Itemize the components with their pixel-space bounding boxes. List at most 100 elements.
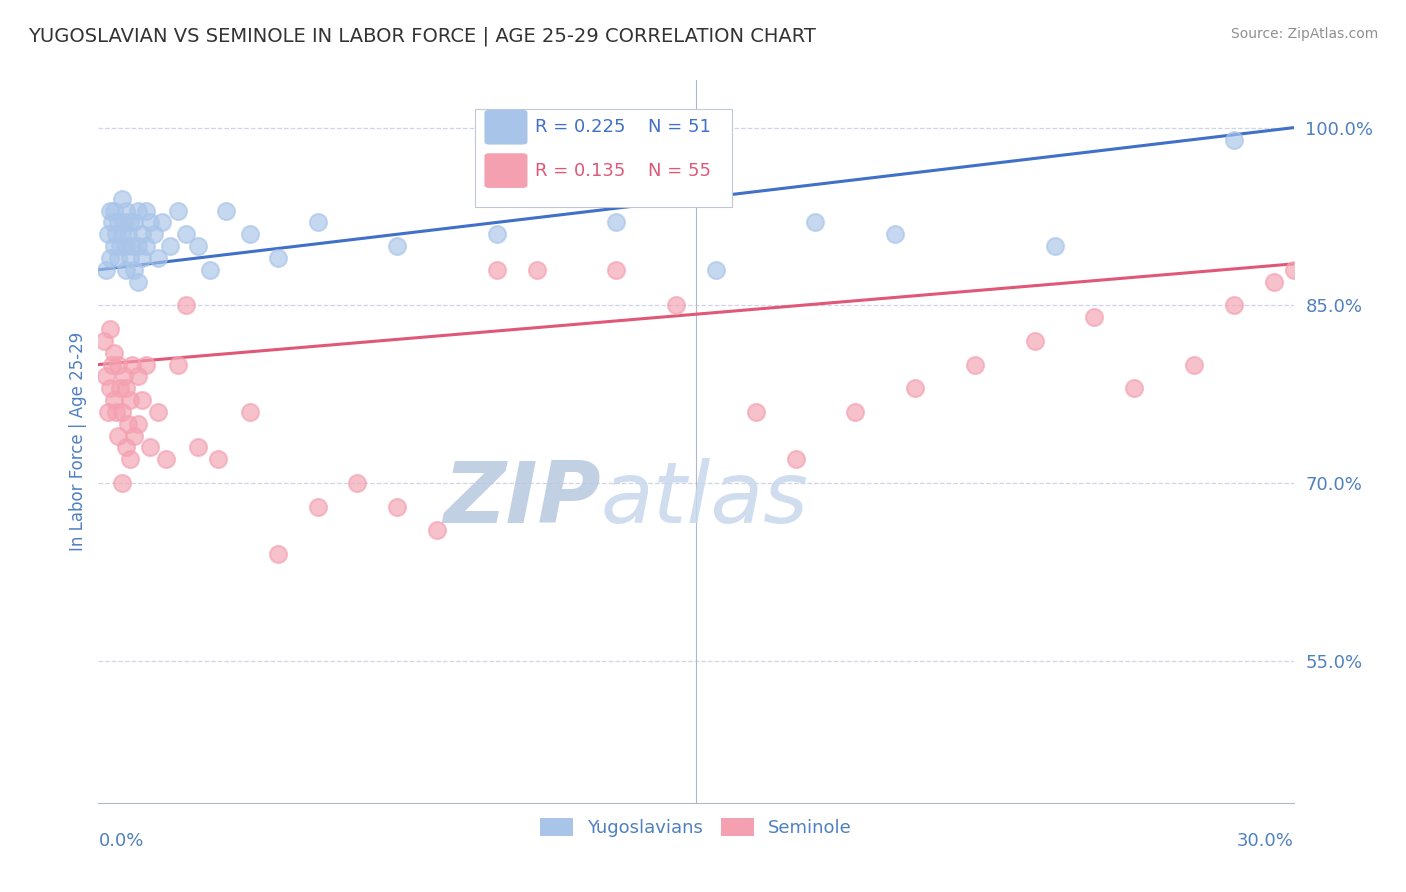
Point <box>131 393 153 408</box>
Point <box>207 452 229 467</box>
Point <box>307 500 329 514</box>
Point <box>187 441 209 455</box>
Point <box>120 215 142 229</box>
Point <box>135 358 157 372</box>
FancyBboxPatch shape <box>485 153 527 188</box>
Point <box>1043 239 1066 253</box>
Point <box>120 393 142 408</box>
Point <box>103 203 125 218</box>
Point <box>107 251 129 265</box>
Point <box>1282 262 1305 277</box>
Point <box>150 215 173 229</box>
Point <box>844 405 866 419</box>
Point <box>174 227 197 242</box>
Point <box>97 405 120 419</box>
Point <box>127 239 149 253</box>
Text: ZIP: ZIP <box>443 458 600 541</box>
Point <box>139 215 162 229</box>
Point <box>1024 334 1046 348</box>
Point <box>605 262 627 277</box>
Point <box>1263 275 1285 289</box>
Point <box>101 358 124 372</box>
Point <box>107 358 129 372</box>
Point <box>785 452 807 467</box>
Point <box>215 203 238 218</box>
Point <box>148 405 170 419</box>
Point <box>110 381 132 395</box>
Text: atlas: atlas <box>600 458 808 541</box>
Point <box>124 428 146 442</box>
Point <box>167 358 190 372</box>
Point <box>139 441 162 455</box>
Point <box>485 227 508 242</box>
Point <box>103 345 125 359</box>
Point <box>804 215 827 229</box>
Point <box>120 251 142 265</box>
Text: N = 51: N = 51 <box>648 119 711 136</box>
Point <box>884 227 907 242</box>
Point <box>704 262 727 277</box>
Point <box>115 239 138 253</box>
Point <box>97 227 120 242</box>
Point <box>112 215 135 229</box>
FancyBboxPatch shape <box>475 109 733 207</box>
Point <box>117 417 139 431</box>
Point <box>385 239 409 253</box>
Point <box>98 203 122 218</box>
Point <box>1123 381 1146 395</box>
Point <box>1223 132 1246 146</box>
Text: 0.0%: 0.0% <box>98 831 143 850</box>
Point <box>159 239 181 253</box>
Point <box>96 369 118 384</box>
Y-axis label: In Labor Force | Age 25-29: In Labor Force | Age 25-29 <box>69 332 87 551</box>
Point <box>131 227 153 242</box>
Point <box>117 227 139 242</box>
Point <box>127 203 149 218</box>
Point <box>124 215 146 229</box>
Point <box>120 452 142 467</box>
Point <box>103 239 125 253</box>
Point <box>107 428 129 442</box>
Point <box>98 322 122 336</box>
Point <box>103 393 125 408</box>
Point <box>101 215 124 229</box>
Point <box>107 215 129 229</box>
Point <box>1223 298 1246 312</box>
Point <box>174 298 197 312</box>
Point <box>135 203 157 218</box>
Point <box>267 547 290 561</box>
Point <box>93 334 115 348</box>
Point <box>127 417 149 431</box>
Point <box>112 369 135 384</box>
Point <box>111 475 134 490</box>
Point <box>307 215 329 229</box>
Point <box>111 192 134 206</box>
Text: R = 0.135: R = 0.135 <box>534 161 626 179</box>
Point <box>115 203 138 218</box>
Point <box>485 262 508 277</box>
Point <box>98 381 122 395</box>
Point <box>115 262 138 277</box>
Point <box>115 441 138 455</box>
Point <box>111 227 134 242</box>
Point <box>346 475 368 490</box>
Point <box>110 239 132 253</box>
Point <box>239 227 262 242</box>
Point <box>155 452 177 467</box>
Point <box>1182 358 1205 372</box>
FancyBboxPatch shape <box>485 110 527 145</box>
Point <box>96 262 118 277</box>
Point <box>745 405 768 419</box>
Point <box>963 358 986 372</box>
Point <box>135 239 157 253</box>
Point <box>121 358 143 372</box>
Point <box>105 405 128 419</box>
Point <box>131 251 153 265</box>
Text: R = 0.225: R = 0.225 <box>534 119 626 136</box>
Point <box>167 203 190 218</box>
Point <box>267 251 290 265</box>
Text: N = 55: N = 55 <box>648 161 711 179</box>
Point <box>148 251 170 265</box>
Point <box>127 275 149 289</box>
Point <box>121 239 143 253</box>
